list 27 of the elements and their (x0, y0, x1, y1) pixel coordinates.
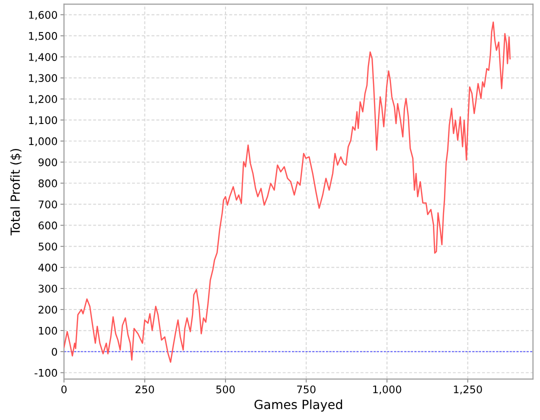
y-tick-label: 1,400 (29, 53, 58, 62)
x-tick-label: 1,250 (454, 385, 482, 394)
y-tick-label: -100 (34, 368, 58, 377)
y-tick-label: 0 (52, 348, 58, 356)
y-tick-label: 100 (39, 326, 58, 335)
y-tick-label: 1,500 (29, 32, 58, 41)
x-tick-label: 250 (136, 385, 154, 394)
y-tick-label: 1,600 (29, 10, 58, 20)
y-tick-label: 1,300 (29, 74, 58, 84)
line-series (64, 21, 511, 363)
y-tick-label: 900 (38, 158, 58, 166)
y-tick-label: 300 (38, 284, 58, 293)
y-tick-label: 800 (38, 179, 58, 188)
y-tick-label: 1,200 (29, 95, 58, 104)
x-tick-label: 0 (61, 385, 67, 394)
y-tick-label: 500 (38, 242, 58, 250)
y-tick-label: 600 (38, 222, 58, 230)
y-tick-label: 700 (38, 200, 58, 208)
y-tick-label: 400 (38, 264, 58, 272)
y-tick-label: 1,100 (29, 116, 58, 126)
y-tick-label: 200 (38, 306, 58, 314)
x-axis-title: Games Played (254, 400, 342, 412)
y-tick-label: 1,000 (29, 137, 58, 146)
x-tick-label: 1,000 (373, 385, 402, 394)
y-axis-title: Total Profit ($) (10, 148, 22, 236)
x-tick-label: 500 (216, 385, 235, 394)
x-tick-label: 750 (297, 385, 316, 394)
